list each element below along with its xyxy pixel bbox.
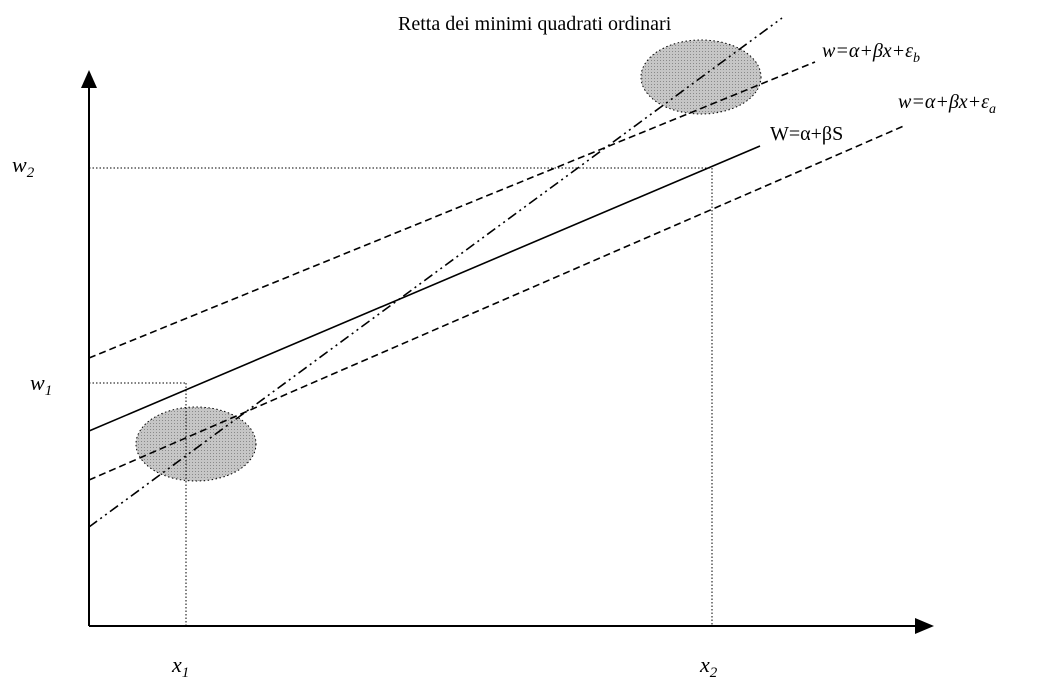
line-solid xyxy=(88,145,761,432)
label-w2: w2 xyxy=(12,152,35,181)
label-x2: x2 xyxy=(699,652,718,681)
label-w1: w1 xyxy=(30,370,52,399)
line-upper-dashed xyxy=(88,61,816,359)
line-lower-dashed xyxy=(88,124,907,481)
line-ols xyxy=(88,17,783,528)
label-solid-line: W=α+βS xyxy=(770,123,843,145)
diagram-title: Retta dei minimi quadrati ordinari xyxy=(398,13,672,35)
y-axis-arrow xyxy=(81,70,97,88)
label-upper-dashed: w=α+βx+εb xyxy=(822,40,920,66)
label-x1: x1 xyxy=(171,652,189,681)
label-lower-dashed: w=α+βx+εa xyxy=(898,91,996,117)
x-axis-arrow xyxy=(915,618,934,634)
